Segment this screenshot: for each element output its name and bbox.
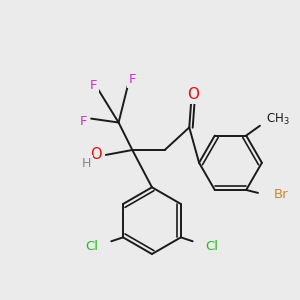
Text: CH$_3$: CH$_3$ xyxy=(266,112,290,128)
Text: F: F xyxy=(129,73,136,86)
Text: F: F xyxy=(89,79,97,92)
Text: O: O xyxy=(187,87,199,102)
Text: Br: Br xyxy=(274,188,288,201)
Text: H: H xyxy=(82,157,91,170)
Text: Cl: Cl xyxy=(206,240,218,253)
Text: F: F xyxy=(80,115,87,128)
Text: O: O xyxy=(90,147,102,162)
Text: Cl: Cl xyxy=(85,240,98,253)
